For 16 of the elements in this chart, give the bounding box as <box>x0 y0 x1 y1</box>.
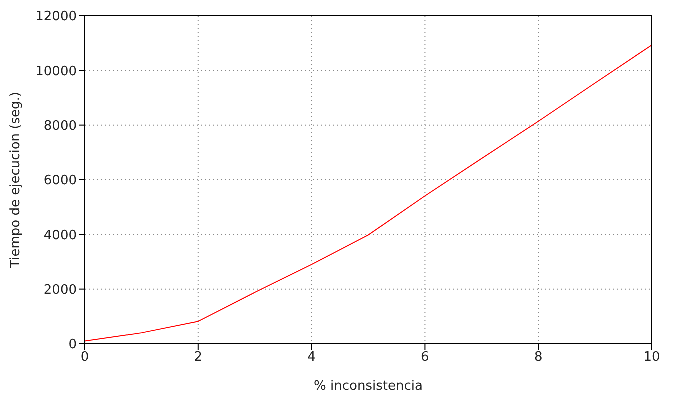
y-tick-label: 6000 <box>44 174 77 189</box>
line-series <box>85 44 652 342</box>
y-axis-title: Tiempo de ejecucion (seg.) <box>8 92 24 269</box>
y-tick-label: 12000 <box>36 10 77 25</box>
y-tick-label: 2000 <box>44 282 77 298</box>
x-tick-label: 2 <box>194 350 203 366</box>
x-tick-label: 8 <box>534 350 543 366</box>
y-tick-label: 8000 <box>44 118 77 134</box>
y-tick-label: 10000 <box>36 64 77 80</box>
x-tick-label: 6 <box>421 350 430 366</box>
x-tick-label: 10 <box>644 350 660 366</box>
x-tick-label: 4 <box>308 350 316 366</box>
y-tick-label: 0 <box>68 338 77 353</box>
y-tick-label: 4000 <box>44 228 77 244</box>
x-tick-label: 0 <box>80 350 90 366</box>
x-axis-title: % inconsistencia <box>314 379 423 394</box>
